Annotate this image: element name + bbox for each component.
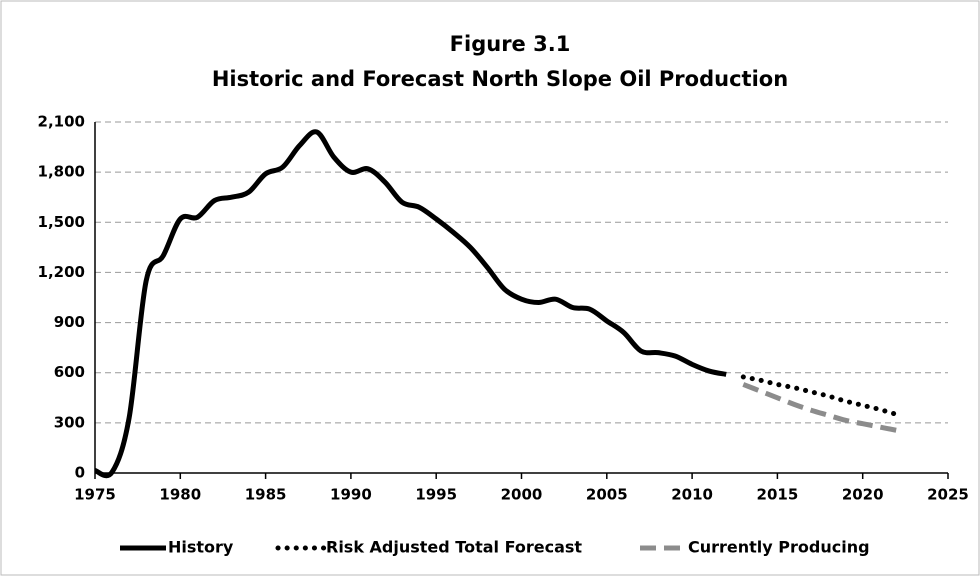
y-tick-label: 600: [54, 363, 85, 381]
legend-label: Risk Adjusted Total Forecast: [326, 538, 582, 557]
y-tick-label: 1,800: [38, 163, 85, 181]
x-tick-label: 1980: [159, 486, 201, 504]
y-tick-label: 0: [75, 464, 85, 482]
x-tick-label: 1995: [415, 486, 457, 504]
x-tick-label: 2000: [501, 486, 543, 504]
x-tick-label: 2020: [842, 486, 884, 504]
chart-title: Figure 3.1: [450, 32, 571, 56]
x-tick-label: 2015: [757, 486, 799, 504]
y-tick-label: 1,200: [38, 263, 85, 281]
legend-label: Currently Producing: [688, 538, 870, 557]
series-line: [740, 374, 900, 417]
series-line: [94, 129, 727, 479]
x-tick-label: 2010: [671, 486, 713, 504]
y-tick-label: 2,100: [38, 113, 85, 131]
y-tick-label: 900: [54, 313, 85, 331]
x-tick-label: 1990: [330, 486, 372, 504]
x-tick-label: 2025: [927, 486, 969, 504]
series-line: [742, 382, 898, 433]
chart-subtitle: Historic and Forecast North Slope Oil Pr…: [212, 67, 788, 91]
y-tick-label: 300: [54, 413, 85, 431]
legend-label: History: [168, 538, 234, 557]
y-tick-label: 1,500: [38, 213, 85, 231]
x-tick-label: 1975: [74, 486, 116, 504]
x-tick-label: 1985: [245, 486, 287, 504]
x-tick-label: 2005: [586, 486, 628, 504]
